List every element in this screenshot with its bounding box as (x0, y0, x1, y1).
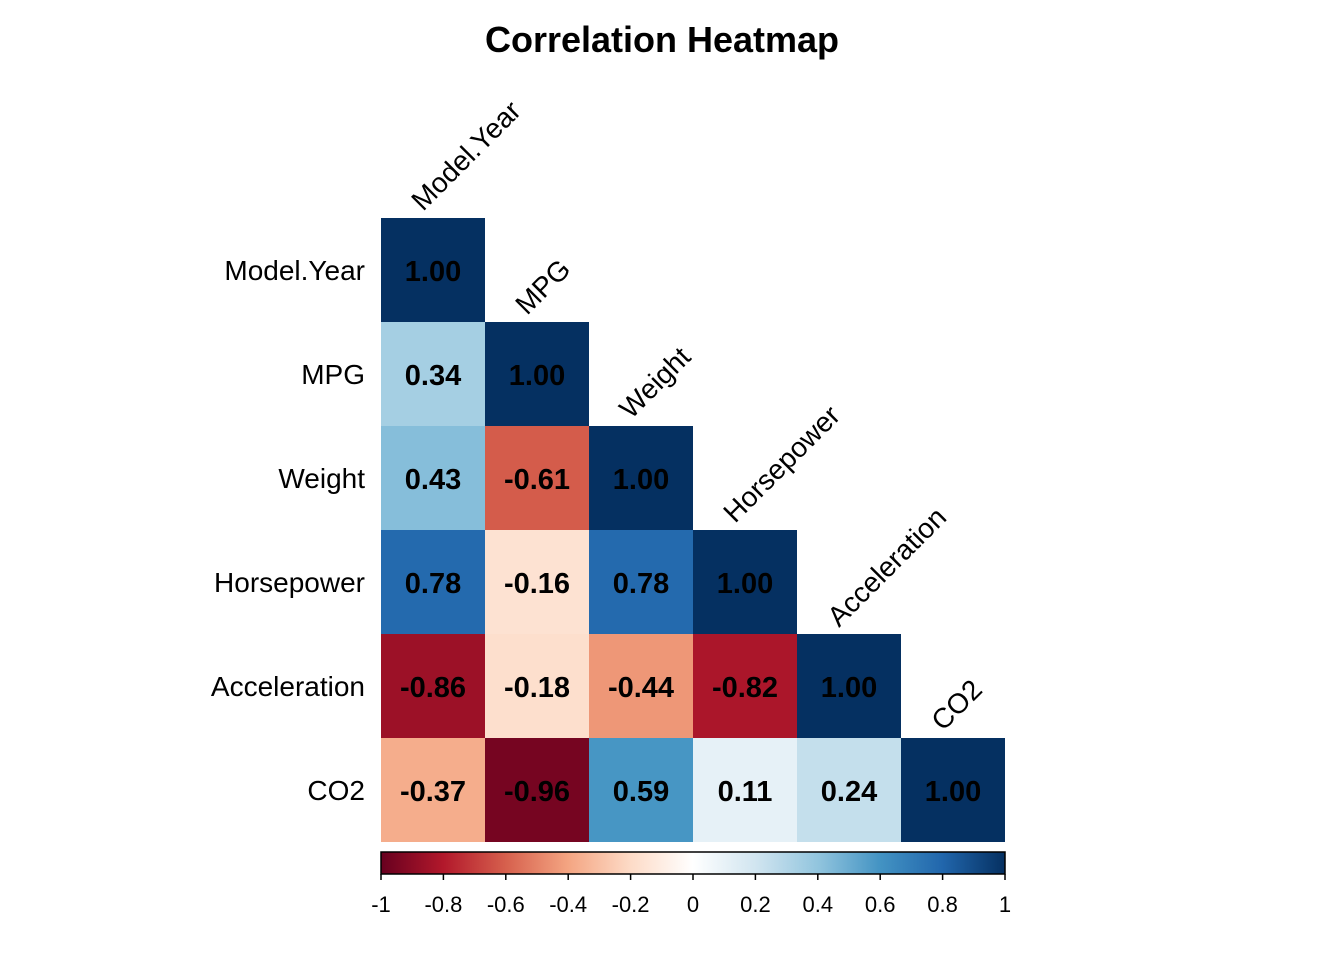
cell-value-label: -0.37 (400, 776, 466, 808)
color-legend: -1 -0.8 -0.6 -0.4 -0.2 0 0.2 0.4 0.6 0.8 1 (371, 851, 1011, 917)
heatmap-cell (901, 738, 1005, 842)
column-label: MPG (509, 253, 576, 320)
row-label: Horsepower (214, 567, 365, 598)
row-labels: Model.Year MPG Weight Horsepower Acceleratio… (211, 255, 365, 806)
column-label: Horsepower (717, 400, 846, 529)
heatmap-cell (485, 634, 589, 738)
chart-title: Correlation Heatmap (485, 19, 839, 60)
column-label: CO2 (925, 674, 988, 737)
cell-value-label: 1.00 (821, 672, 877, 704)
color-bar-tick-label: 1 (999, 892, 1011, 917)
heatmap-cell (589, 634, 693, 738)
row-label: CO2 (307, 775, 365, 806)
cell-value-label: 1.00 (925, 776, 981, 808)
cell-value-label: 0.43 (405, 464, 461, 496)
heatmap-cell (381, 634, 485, 738)
heatmap-cell (485, 530, 589, 634)
color-bar-tick-label: 0.8 (927, 892, 958, 917)
cell-value-label: 0.24 (821, 776, 877, 808)
color-bar (380, 851, 1006, 875)
color-bar-tick-label: -0.4 (549, 892, 587, 917)
row-label: Acceleration (211, 671, 365, 702)
heatmap-cell (693, 738, 797, 842)
color-bar-tick-label: 0 (687, 892, 699, 917)
color-bar-tick-label: -0.2 (612, 892, 650, 917)
cell-value-label: 0.59 (613, 776, 669, 808)
cell-value-label: 0.78 (405, 568, 461, 600)
heatmap-cell (693, 530, 797, 634)
heatmap-cell (381, 530, 485, 634)
cell-value-label: -0.82 (712, 672, 778, 704)
cell-value-label: 1.00 (405, 256, 461, 288)
color-bar-tick-label: -0.8 (424, 892, 462, 917)
color-bar-tick-label: 0.6 (865, 892, 896, 917)
cell-value-label: -0.16 (504, 568, 570, 600)
color-bar-tick-label: -0.6 (487, 892, 525, 917)
heatmap-cell (693, 634, 797, 738)
cell-value-label: -0.61 (504, 464, 570, 496)
cell-value-label: 1.00 (717, 568, 773, 600)
heatmap-cell (589, 426, 693, 530)
row-label: MPG (301, 359, 365, 390)
heatmap-cell (381, 426, 485, 530)
cell-value-label: 0.11 (718, 776, 773, 808)
column-label: Acceleration (821, 501, 952, 632)
heatmap-cell (589, 530, 693, 634)
cell-value-label: 0.78 (613, 568, 669, 600)
heatmap-cell (381, 218, 485, 322)
row-label: Model.Year (224, 255, 365, 286)
heatmap-cell (381, 322, 485, 426)
heatmap-cells: 1.00 0.34 1.00 0.43 -0.61 1.00 0.78 -0.16 0.78 1.… (381, 218, 1005, 842)
color-bar-tick-label: 0.2 (740, 892, 771, 917)
color-bar-tick-label: -1 (371, 892, 391, 917)
cell-value-label: -0.96 (504, 776, 570, 808)
cell-value-label: -0.18 (504, 672, 570, 704)
heatmap-cell (485, 322, 589, 426)
cell-value-label: -0.44 (608, 672, 674, 704)
heatmap-cell (381, 738, 485, 842)
column-label: Model.Year (405, 95, 526, 216)
row-label: Weight (278, 463, 365, 494)
heatmap-cell (589, 738, 693, 842)
color-bar-tick-label: 0.4 (803, 892, 834, 917)
heatmap-cell (485, 738, 589, 842)
cell-value-label: -0.86 (400, 672, 466, 704)
column-label: Weight (613, 341, 696, 424)
heatmap-cell (797, 738, 901, 842)
heatmap-cell (797, 634, 901, 738)
cell-value-label: 1.00 (613, 464, 669, 496)
heatmap-cell (485, 426, 589, 530)
cell-value-label: 0.34 (405, 360, 461, 392)
cell-value-label: 1.00 (509, 360, 565, 392)
